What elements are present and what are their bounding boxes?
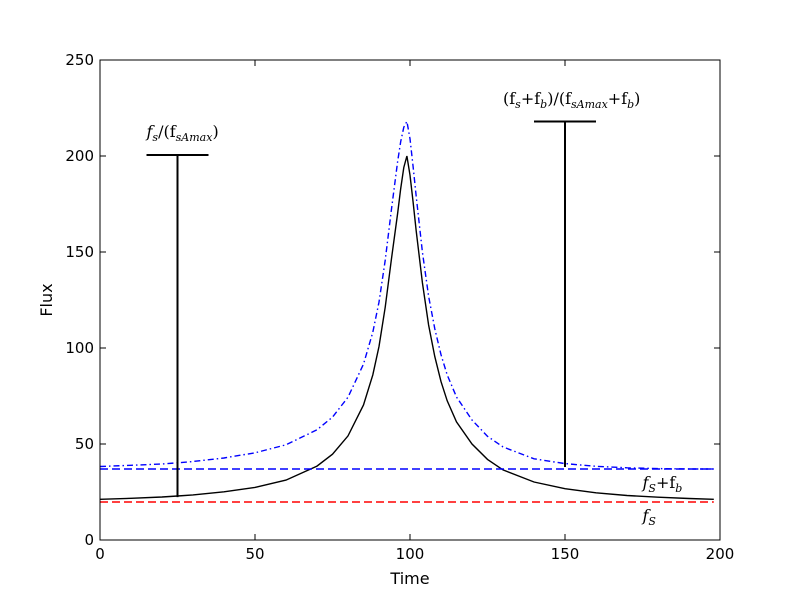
y-tick-label: 200 (65, 147, 94, 165)
annotation-0: (fs+fb)/(fsAmax+fb) (503, 89, 640, 111)
annotation-2: fS+fb (642, 473, 683, 495)
y-tick-label: 100 (65, 339, 94, 357)
marker-layer (146, 120, 596, 498)
x-tick-label: 150 (551, 545, 580, 563)
x-tick-label: 0 (95, 545, 105, 563)
annotation-3: fS (642, 506, 657, 528)
x-tick-label: 200 (706, 545, 735, 563)
y-tick-label: 150 (65, 243, 94, 261)
series-line-1 (99, 119, 714, 470)
series-layer (99, 119, 714, 503)
y-tick-label: 0 (84, 531, 94, 549)
y-tick-label: 250 (65, 51, 94, 69)
x-axis-title: Time (389, 569, 429, 588)
y-axis-title: Flux (37, 283, 56, 316)
annotation-layer: (fs+fb)/(fsAmax+fb) fs/(fsAmax) fS+fb fS (146, 89, 683, 528)
x-tick-label: 100 (396, 545, 425, 563)
y-tick-label: 50 (75, 435, 94, 453)
tick-layer: 0 50 100 150 200 0 50 100 150 200 250 (65, 51, 734, 563)
series-line-0 (99, 155, 714, 500)
annotation-1: fs/(fsAmax) (146, 122, 219, 144)
x-tick-label: 50 (245, 545, 264, 563)
